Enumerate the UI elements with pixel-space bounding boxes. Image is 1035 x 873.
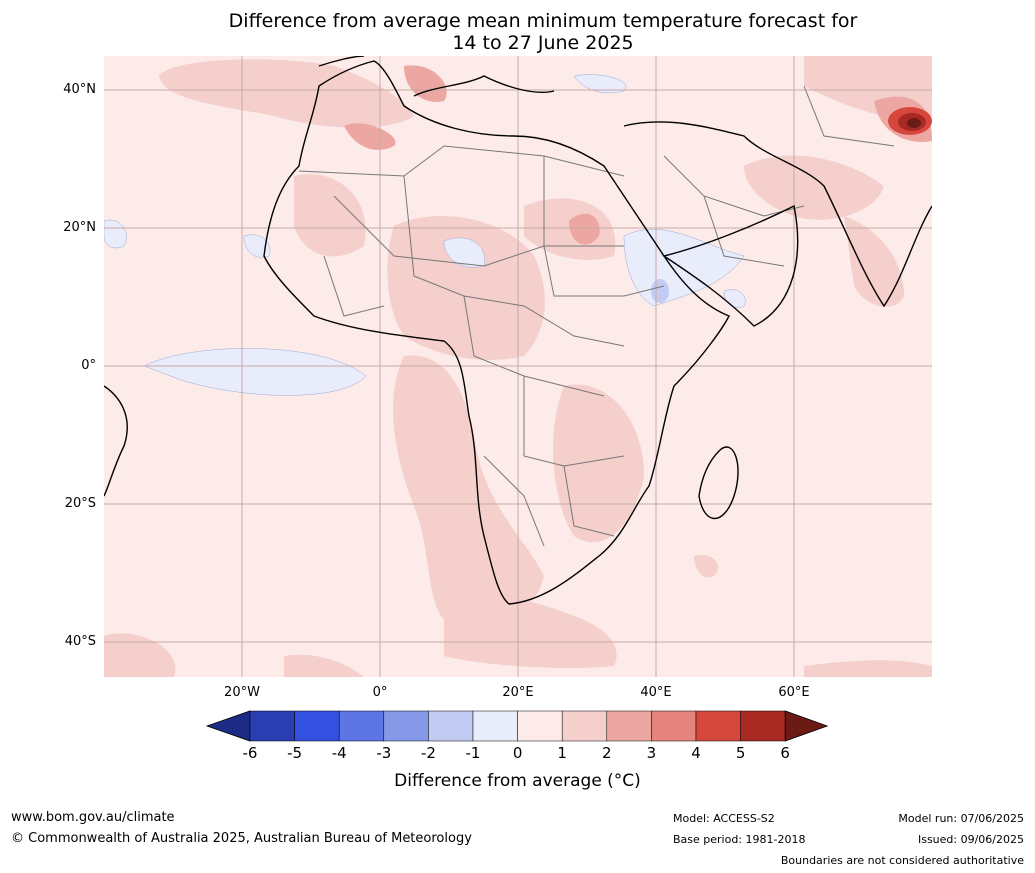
lat-label-20s: 20°S bbox=[64, 496, 96, 511]
footer-model-run: Model run: 07/06/2025 bbox=[898, 812, 1024, 825]
colorbar-tick-label: -4 bbox=[331, 744, 347, 762]
map-panel bbox=[103, 55, 933, 677]
anomaly-1-2-regions bbox=[104, 56, 932, 677]
colorbar-tick-label: 4 bbox=[691, 744, 701, 762]
colorbar-cell bbox=[651, 710, 697, 742]
lat-label-20n: 20°N bbox=[63, 220, 96, 235]
colorbar-cell bbox=[606, 710, 652, 742]
colorbar-cell bbox=[472, 710, 518, 742]
colorbar-tick-label: -5 bbox=[287, 744, 303, 762]
colorbar-tick-label: -1 bbox=[465, 744, 481, 762]
lon-label-40e: 40°E bbox=[640, 685, 672, 700]
colorbar-arrow-high bbox=[784, 710, 829, 742]
lon-label-60e: 60°E bbox=[778, 685, 810, 700]
colorbar-cell bbox=[383, 710, 429, 742]
temperature-anomaly-map bbox=[103, 55, 933, 677]
lat-label-40n: 40°N bbox=[63, 82, 96, 97]
colorbar-cell bbox=[338, 710, 385, 742]
title-line-1: Difference from average mean minimum tem… bbox=[228, 10, 858, 32]
lon-label-20e: 20°E bbox=[502, 685, 534, 700]
colorbar-tick-label: 1 bbox=[557, 744, 567, 762]
colorbar-cell bbox=[249, 710, 295, 742]
colorbar-tick-label: -3 bbox=[376, 744, 392, 762]
colorbar-tick-label: -2 bbox=[420, 744, 436, 762]
footer-disclaimer: Boundaries are not considered authoritat… bbox=[780, 854, 1024, 867]
footer-copyright: © Commonwealth of Australia 2025, Austra… bbox=[11, 831, 472, 846]
anomaly-hot-core bbox=[888, 107, 932, 135]
title-line-2: 14 to 27 June 2025 bbox=[452, 32, 634, 54]
colorbar-cell bbox=[294, 710, 340, 742]
colorbar-cell bbox=[695, 710, 741, 742]
graticule bbox=[104, 56, 932, 677]
coastlines bbox=[103, 55, 933, 605]
colorbar-arrow-low bbox=[205, 710, 251, 742]
footer-model: Model: ACCESS-S2 bbox=[673, 812, 775, 825]
colorbar-tick-label: 5 bbox=[735, 744, 746, 762]
lon-label-0: 0° bbox=[372, 685, 388, 700]
colorbar-cell bbox=[740, 710, 786, 742]
colorbar-tick-label: 6 bbox=[780, 744, 790, 762]
colorbar-cell bbox=[517, 710, 563, 742]
colorbar-tick-label: 0 bbox=[512, 744, 523, 762]
footer-base-period: Base period: 1981-2018 bbox=[673, 833, 806, 846]
colorbar-tick-label: 2 bbox=[602, 744, 612, 762]
lat-label-0: 0° bbox=[81, 358, 96, 373]
colorbar-label: Difference from average (°C) bbox=[394, 771, 641, 791]
colorbar-cells bbox=[205, 710, 829, 742]
anomaly-cool-core bbox=[651, 279, 669, 303]
lat-label-40s: 40°S bbox=[64, 634, 96, 649]
colorbar-cell bbox=[428, 710, 474, 742]
footer-url[interactable]: www.bom.gov.au/climate bbox=[11, 810, 175, 825]
colorbar-tick-label: -6 bbox=[242, 744, 258, 762]
colorbar-tick-label: 3 bbox=[646, 744, 657, 762]
colorbar-cell bbox=[561, 710, 608, 742]
map-title: Difference from average mean minimum tem… bbox=[0, 10, 1035, 54]
lon-label-20w: 20°W bbox=[224, 685, 260, 700]
footer-issued: Issued: 09/06/2025 bbox=[917, 833, 1024, 846]
colorbar bbox=[205, 710, 829, 742]
